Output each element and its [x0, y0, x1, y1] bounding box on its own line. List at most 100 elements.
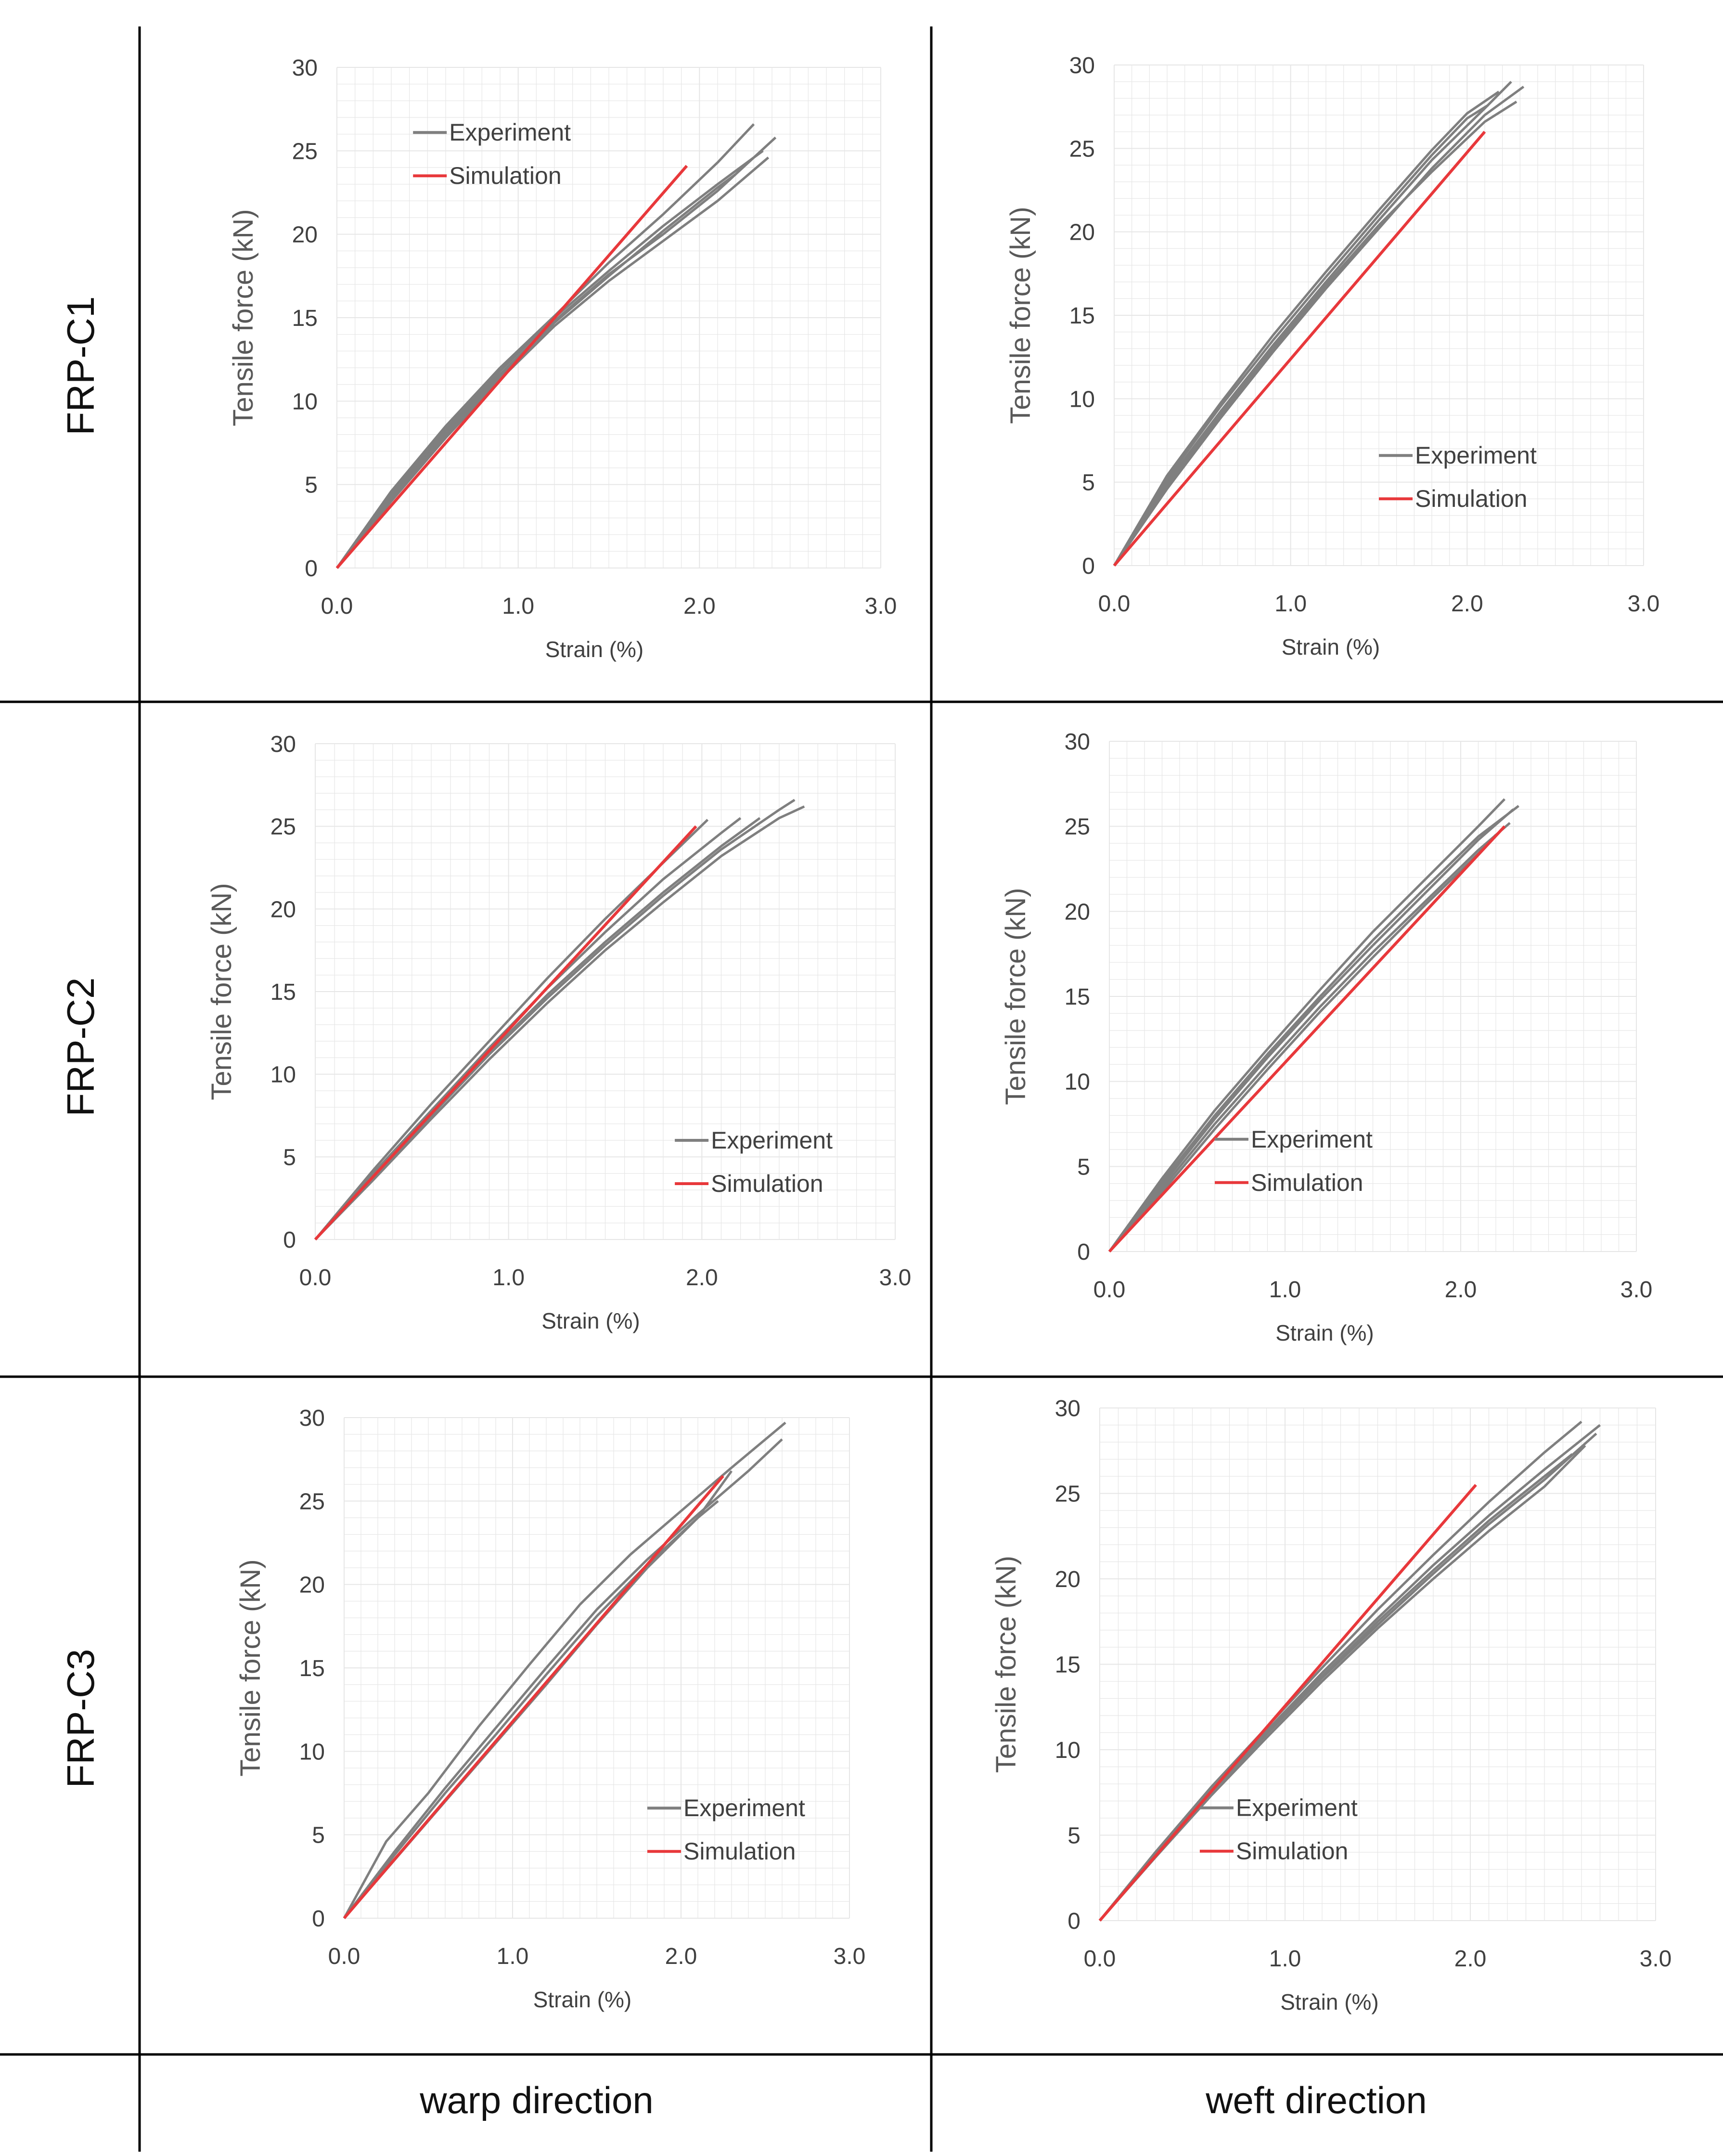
- y-tick-label: 25: [1069, 136, 1095, 162]
- experiment-series-line: [1113, 101, 1517, 567]
- experiment-series-line: [343, 1438, 783, 1919]
- y-tick-label: 15: [1055, 1653, 1080, 1678]
- y-tick-label: 20: [1065, 899, 1090, 925]
- experiment-series-line: [1099, 1445, 1586, 1922]
- row-label-frp-c2: FRP-C2: [59, 978, 102, 1117]
- y-tick-label: 0: [283, 1227, 296, 1253]
- x-tick-label: 2.0: [686, 1265, 718, 1291]
- chart-frp-c2-warp: 0 5 10 15 20 25 30 0.0 1.0 2.0 3.0 Tensile force (k…: [206, 732, 911, 1333]
- experiment-series-line: [336, 156, 770, 569]
- x-tick-label: 1.0: [502, 594, 534, 619]
- x-tick-label: 3.0: [865, 594, 897, 619]
- column-label-weft: weft direction: [1205, 2079, 1427, 2121]
- row-label-frp-c1: FRP-C1: [59, 297, 102, 436]
- y-tick-label: 0: [312, 1906, 325, 1932]
- chart-frp-c3-warp: 0 5 10 15 20 25 30 0.0 1.0 2.0 3.0 Tensile force (k…: [235, 1406, 865, 2012]
- y-tick-label: 5: [312, 1823, 325, 1848]
- experiment-series-line: [1113, 104, 1489, 567]
- x-axis-title: Strain (%): [1275, 1320, 1374, 1345]
- y-tick-label: 25: [1065, 814, 1090, 840]
- x-tick-label: 3.0: [1640, 1946, 1672, 1972]
- y-tick-label: 15: [299, 1656, 325, 1681]
- y-tick-label: 5: [1077, 1154, 1090, 1180]
- experiment-series-line: [336, 136, 777, 569]
- experiment-series-line: [1108, 822, 1511, 1252]
- x-axis-title: Strain (%): [533, 1987, 631, 2012]
- legend: Experiment Simulation: [1215, 1126, 1373, 1196]
- legend: Experiment Simulation: [413, 119, 571, 189]
- y-axis-title: Tensile force (kN): [206, 883, 237, 1100]
- legend-experiment-label: Experiment: [1251, 1126, 1373, 1153]
- experiment-series-line: [1108, 808, 1515, 1252]
- y-axis-title: Tensile force (kN): [1005, 207, 1036, 424]
- gridlines: [1114, 65, 1644, 566]
- y-tick-label: 20: [299, 1573, 325, 1598]
- experiment-series-line: [343, 1500, 719, 1919]
- y-tick-label: 5: [283, 1145, 296, 1170]
- chart-frp-c1-weft: 0 5 10 15 20 25 30 0.0 1.0 2.0 3.0 Tensile force (k…: [1005, 53, 1659, 659]
- y-tick-label: 25: [292, 139, 318, 164]
- x-tick-label: 3.0: [834, 1944, 866, 1969]
- x-axis-title: Strain (%): [541, 1308, 640, 1333]
- x-tick-label: 1.0: [1269, 1946, 1301, 1972]
- x-tick-label: 1.0: [497, 1944, 529, 1969]
- simulation-series-line: [343, 1475, 724, 1919]
- gridlines: [315, 743, 896, 1240]
- y-tick-label: 30: [270, 732, 296, 757]
- experiment-series-line: [1113, 86, 1525, 567]
- x-tick-label: 3.0: [1628, 591, 1660, 617]
- experiment-series-line: [1113, 80, 1512, 567]
- y-tick-label: 30: [1055, 1396, 1080, 1421]
- legend-experiment-label: Experiment: [449, 119, 571, 146]
- y-tick-label: 10: [270, 1062, 296, 1088]
- legend-simulation-label: Simulation: [683, 1838, 796, 1865]
- legend-simulation-label: Simulation: [1236, 1838, 1348, 1865]
- simulation-series-line: [314, 825, 697, 1241]
- experiment-series-line: [1099, 1424, 1601, 1922]
- simulation-series-line: [1098, 1484, 1477, 1922]
- y-tick-label: 0: [1077, 1239, 1090, 1265]
- legend-simulation-label: Simulation: [1251, 1169, 1363, 1196]
- experiment-series-line: [1113, 90, 1500, 567]
- simulation-series-line: [1113, 130, 1486, 567]
- simulation-series-line: [1108, 825, 1506, 1253]
- y-tick-label: 15: [292, 306, 318, 331]
- x-axis-title: Strain (%): [1282, 634, 1380, 659]
- x-tick-label: 1.0: [1269, 1277, 1301, 1303]
- y-tick-label: 10: [1055, 1738, 1080, 1763]
- x-tick-label: 0.0: [1093, 1277, 1126, 1303]
- y-tick-label: 25: [270, 814, 296, 840]
- experiment-series-line: [314, 805, 805, 1240]
- y-tick-label: 0: [1082, 554, 1095, 579]
- legend-experiment-label: Experiment: [1415, 442, 1537, 469]
- row-label-frp-c3: FRP-C3: [59, 1649, 102, 1788]
- legend: Experiment Simulation: [647, 1795, 805, 1865]
- y-tick-label: 5: [305, 473, 318, 498]
- y-tick-label: 10: [1069, 387, 1095, 412]
- x-tick-label: 0.0: [1098, 591, 1131, 617]
- x-tick-label: 0.0: [321, 594, 353, 619]
- legend-simulation-label: Simulation: [1415, 485, 1527, 512]
- y-tick-label: 15: [1069, 303, 1095, 329]
- y-tick-label: 10: [292, 389, 318, 414]
- y-tick-label: 20: [1069, 220, 1095, 245]
- gridlines: [336, 67, 881, 568]
- y-tick-label: 10: [299, 1739, 325, 1765]
- experiment-series-line: [1108, 834, 1497, 1252]
- x-tick-label: 1.0: [492, 1265, 525, 1291]
- y-tick-label: 20: [292, 222, 318, 248]
- x-axis-title: Strain (%): [1280, 1989, 1378, 2014]
- chart-frp-c2-weft: 0 5 10 15 20 25 30 0.0 1.0 2.0 3.0 Tensile force (k…: [1000, 729, 1652, 1345]
- y-tick-label: 25: [299, 1489, 325, 1514]
- x-tick-label: 2.0: [1451, 591, 1483, 617]
- x-tick-label: 0.0: [299, 1265, 332, 1291]
- y-axis-title: Tensile force (kN): [228, 209, 259, 426]
- y-tick-label: 30: [292, 55, 318, 81]
- legend-simulation-label: Simulation: [449, 162, 561, 189]
- x-tick-label: 2.0: [1445, 1277, 1477, 1303]
- y-tick-label: 20: [270, 897, 296, 922]
- x-tick-label: 2.0: [1454, 1946, 1487, 1972]
- y-tick-label: 5: [1082, 470, 1095, 496]
- experiment-series-line: [343, 1421, 786, 1919]
